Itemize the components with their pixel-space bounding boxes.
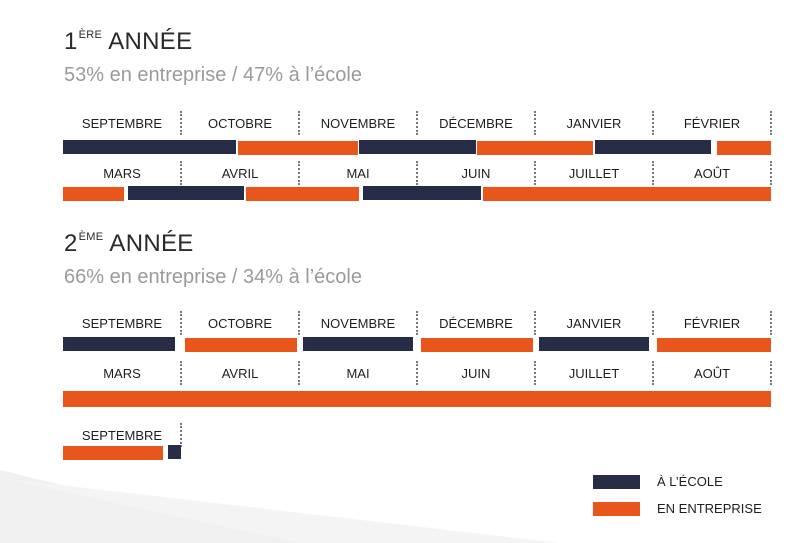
year1-subtitle: 53% en entreprise / 47% à l’école — [64, 64, 362, 86]
month-label: OCTOBRE — [207, 315, 273, 331]
year2-title-label: ANNÉE — [109, 230, 194, 257]
bar-segment-ecole — [362, 186, 481, 200]
month-separator — [534, 161, 536, 185]
month-label: DÉCEMBRE — [439, 315, 513, 331]
year2-month-row-3: SEPTEMBRE — [63, 422, 771, 448]
month-label: MARS — [103, 365, 141, 381]
month-label: NOVEMBRE — [320, 315, 396, 331]
bar-segment-entreprise — [483, 187, 771, 201]
month-separator — [652, 361, 654, 385]
month-label: JUIN — [461, 365, 491, 381]
month-separator — [298, 111, 300, 135]
bar-segment-entreprise — [184, 338, 297, 352]
month-separator — [534, 311, 536, 335]
month-label: JUIN — [461, 165, 491, 181]
month-label: FÉVRIER — [683, 115, 741, 131]
month-label: SEPTEMBRE — [81, 115, 163, 131]
year2-bar-row-1 — [63, 337, 771, 353]
bar-segment-entreprise — [656, 338, 771, 352]
year2-title-number: 2 — [64, 230, 78, 257]
bar-segment-entreprise — [245, 187, 360, 201]
bar-segment-entreprise — [477, 141, 593, 155]
bar-segment-ecole — [168, 445, 181, 459]
year2-title: 2ÈME ANNÉE — [64, 230, 194, 258]
year1-title-label: ANNÉE — [108, 28, 193, 55]
month-label: SEPTEMBRE — [81, 315, 163, 331]
month-label: AVRIL — [221, 165, 259, 181]
month-separator — [180, 111, 182, 135]
bar-segment-entreprise — [716, 141, 771, 155]
year2-title-superscript: ÈME — [78, 231, 104, 243]
legend-swatch-entreprise — [593, 502, 640, 516]
month-label: AOÛT — [693, 165, 731, 181]
bar-segment-entreprise — [63, 391, 771, 407]
year1-bar-row-1 — [63, 140, 771, 156]
year1-month-row-2: MARS AVRIL MAI JUIN JUILLET AOÛT — [63, 160, 772, 186]
bar-segment-entreprise — [420, 338, 533, 352]
month-separator — [180, 311, 182, 335]
month-label: MAI — [346, 165, 370, 181]
bar-segment-entreprise — [237, 141, 358, 155]
bar-segment-entreprise — [63, 446, 164, 460]
month-separator — [534, 361, 536, 385]
month-separator — [180, 361, 182, 385]
bar-segment-ecole — [359, 140, 476, 154]
month-separator — [298, 311, 300, 335]
bar-segment-entreprise — [63, 187, 125, 201]
year1-title: 1ÈRE ANNÉE — [64, 28, 192, 56]
month-label: AOÛT — [693, 365, 731, 381]
month-separator — [416, 311, 418, 335]
month-separator — [652, 161, 654, 185]
month-label: JUILLET — [568, 165, 620, 181]
year1-title-superscript: ÈRE — [78, 29, 103, 41]
month-separator — [180, 423, 182, 447]
legend-label-entreprise: EN ENTREPRISE — [657, 501, 762, 516]
year2-month-row-2: MARS AVRIL MAI JUIN JUILLET AOÛT — [63, 360, 772, 386]
month-label: JUILLET — [568, 365, 620, 381]
legend-label-ecole: À L’ÉCOLE — [657, 474, 723, 489]
year1-bar-row-2 — [63, 186, 771, 202]
bar-segment-ecole — [63, 337, 176, 351]
month-separator — [652, 111, 654, 135]
month-label: OCTOBRE — [207, 115, 273, 131]
bar-segment-ecole — [595, 140, 711, 154]
month-label: DÉCEMBRE — [439, 115, 513, 131]
legend-swatch-ecole — [593, 475, 640, 489]
month-label: FÉVRIER — [683, 315, 741, 331]
month-label: JANVIER — [566, 115, 622, 131]
month-label: JANVIER — [566, 315, 622, 331]
bar-segment-ecole — [302, 337, 414, 351]
month-label: SEPTEMBRE — [81, 427, 163, 443]
bar-segment-ecole — [538, 337, 650, 351]
month-label: MARS — [103, 165, 141, 181]
month-label: NOVEMBRE — [320, 115, 396, 131]
year1-title-number: 1 — [64, 28, 78, 55]
month-separator — [180, 161, 182, 185]
month-separator — [298, 161, 300, 185]
year2-month-row-1: SEPTEMBRE OCTOBRE NOVEMBRE DÉCEMBRE JANVIER F… — [63, 310, 772, 336]
month-separator — [770, 361, 772, 385]
year2-bar-row-3 — [63, 445, 771, 461]
month-separator — [770, 311, 772, 335]
bar-segment-ecole — [127, 186, 244, 200]
month-separator — [416, 361, 418, 385]
month-separator — [416, 111, 418, 135]
month-label: MAI — [346, 365, 370, 381]
month-separator — [534, 111, 536, 135]
month-separator — [770, 161, 772, 185]
month-label: AVRIL — [221, 365, 259, 381]
month-separator — [416, 161, 418, 185]
month-separator — [298, 361, 300, 385]
month-separator — [652, 311, 654, 335]
year2-bar-row-2 — [63, 391, 771, 407]
year2-subtitle: 66% en entreprise / 34% à l’école — [64, 266, 362, 288]
month-separator — [770, 111, 772, 135]
bar-segment-ecole — [63, 140, 237, 154]
year1-month-row-1: SEPTEMBRE OCTOBRE NOVEMBRE DÉCEMBRE JANVIER F… — [63, 110, 772, 136]
